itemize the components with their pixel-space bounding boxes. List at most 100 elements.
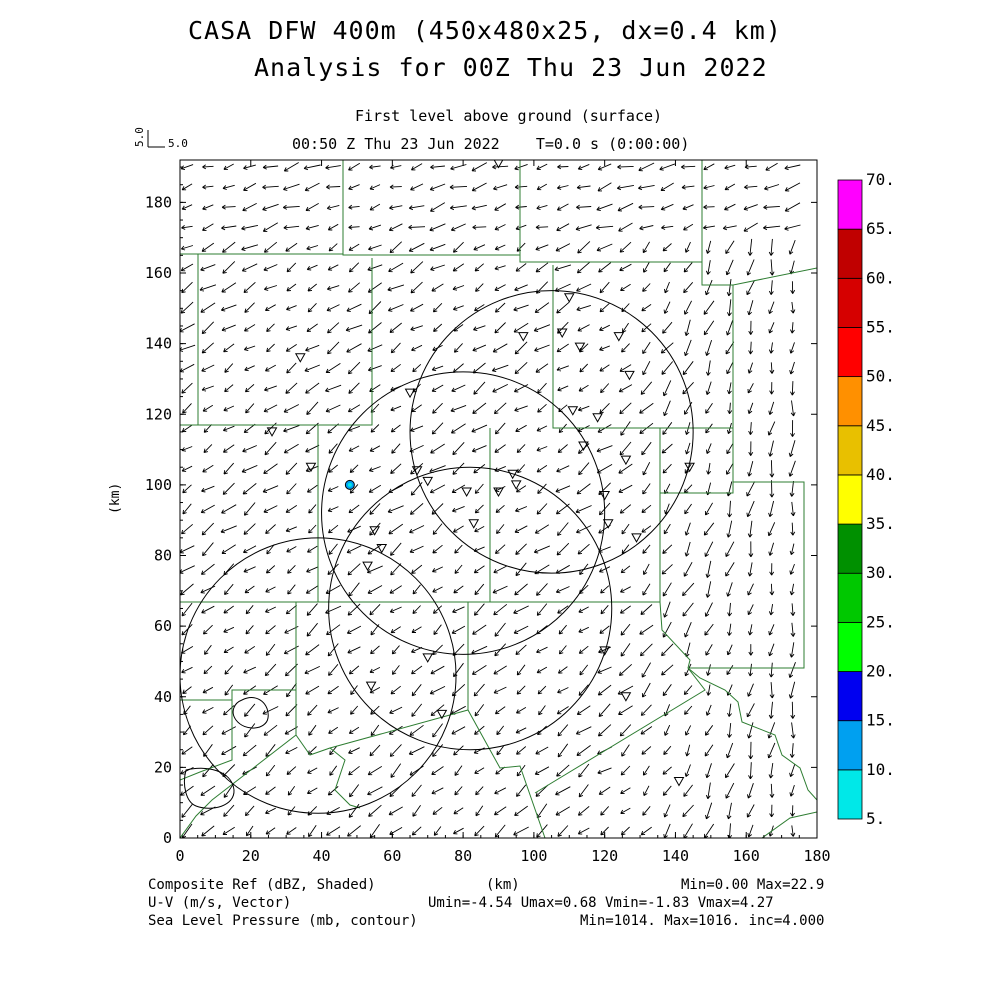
station-marker xyxy=(599,646,611,656)
station-marker xyxy=(493,487,504,497)
colorbar-label: 25. xyxy=(866,612,895,631)
colorbar-segment xyxy=(837,425,863,476)
station-marker xyxy=(294,353,306,363)
station-marker xyxy=(411,466,423,476)
radar-ring xyxy=(321,371,606,655)
y-tick-label: 100 xyxy=(145,476,172,494)
x-tick-label: 20 xyxy=(242,847,260,865)
colorbar-label: 15. xyxy=(866,711,895,730)
station-marker xyxy=(266,427,278,437)
station-marker xyxy=(684,462,695,473)
station-marker xyxy=(422,653,434,663)
y-axis-label: (km) xyxy=(108,483,123,514)
x-tick-label: 160 xyxy=(733,847,760,865)
radar-ring xyxy=(409,290,694,574)
colorbar-label: 55. xyxy=(866,317,895,336)
station-marker xyxy=(592,413,603,423)
colorbar-segment xyxy=(837,179,863,230)
y-tick-label: 40 xyxy=(154,688,172,706)
footer-wind-minmax: Umin=-4.54 Umax=0.68 Vmin=-1.83 Vmax=4.2… xyxy=(428,895,774,911)
y-tick-label: 20 xyxy=(154,758,172,776)
subtitle-level: First level above ground (surface) xyxy=(355,107,663,125)
station-marker xyxy=(422,476,434,487)
colorbar-label: 35. xyxy=(866,514,895,533)
station-marker xyxy=(578,441,589,452)
colorbar-segment xyxy=(837,769,863,820)
footer-pressure-minmax: Min=1014. Max=1016. inc=4.000 xyxy=(580,913,825,929)
footer-wind-vector: U-V (m/s, Vector) xyxy=(148,895,292,911)
pressure-contours xyxy=(183,697,269,809)
colorbar-label: 45. xyxy=(866,416,895,435)
station-marker xyxy=(620,692,632,702)
y-tick-label: 180 xyxy=(145,193,172,211)
station-marker xyxy=(305,462,317,473)
colorbar-segment xyxy=(837,474,863,525)
station-marker xyxy=(613,332,625,342)
wind-vector-field xyxy=(180,162,801,838)
station-marker xyxy=(567,406,579,416)
x-tick-label: 180 xyxy=(803,847,830,865)
station-marker xyxy=(369,526,380,536)
y-axis: 0 20 40 60 80 100 120 140 160 180 xyxy=(145,166,817,847)
station-marker xyxy=(556,328,568,339)
colorbar-segment xyxy=(837,376,863,427)
footer-composite-ref: Composite Ref (dBZ, Shaded) xyxy=(148,877,376,893)
x-tick-label: 120 xyxy=(591,847,618,865)
station-marker xyxy=(376,543,388,554)
colorbar-label: 70. xyxy=(866,170,895,189)
station-marker xyxy=(362,561,373,572)
x-tick-label: 0 xyxy=(175,847,184,865)
x-tick-label: 80 xyxy=(454,847,472,865)
footer-ref-minmax: Min=0.00 Max=22.9 xyxy=(681,877,825,893)
y-tick-label: 60 xyxy=(154,617,172,635)
colorbar-segment xyxy=(837,720,863,771)
colorbar-label: 30. xyxy=(866,563,895,582)
station-marker xyxy=(436,709,448,720)
subtitle-time: 00:50 Z Thu 23 Jun 2022 T=0.0 s (0:00:00… xyxy=(292,135,690,153)
reflectivity-colorbar: 5. 10. 15. 20. 25. 30. 35. 40. 45. 50. 55. 60. 65. 70… xyxy=(837,170,895,828)
colorbar-segment xyxy=(837,523,863,574)
colorbar-label: 65. xyxy=(866,219,895,238)
station-marker xyxy=(602,519,614,529)
station-markers xyxy=(266,160,695,787)
x-tick-label: 60 xyxy=(383,847,401,865)
station-marker xyxy=(468,519,480,529)
radar-range-rings xyxy=(180,290,694,814)
reference-vector: 5.0 5.0 xyxy=(133,127,188,150)
colorbar-segment xyxy=(837,572,863,623)
y-tick-label: 80 xyxy=(154,547,172,565)
station-marker xyxy=(574,342,586,353)
plot-frame xyxy=(179,159,818,839)
colorbar-segment xyxy=(837,327,863,378)
station-marker xyxy=(631,533,642,543)
main-title-line1: CASA DFW 400m (450x480x25, dx=0.4 km) xyxy=(188,16,782,45)
station-marker xyxy=(510,480,522,490)
y-tick-label: 160 xyxy=(145,264,172,282)
x-tick-label: 140 xyxy=(662,847,689,865)
radar-ring xyxy=(180,537,457,814)
colorbar-label: 40. xyxy=(866,465,895,484)
reference-vector-horizontal-label: 5.0 xyxy=(168,137,188,150)
station-marker xyxy=(673,777,685,787)
station-marker xyxy=(620,455,632,466)
x-axis-label: (km) xyxy=(486,877,520,893)
colorbar-label: 10. xyxy=(866,760,895,779)
station-marker xyxy=(493,160,504,169)
colorbar-label: 60. xyxy=(866,268,895,287)
reference-vector-vertical-label: 5.0 xyxy=(133,127,146,147)
x-axis: 0 20 40 60 80 100 120 140 160 180 xyxy=(175,160,831,865)
station-marker xyxy=(461,487,473,497)
colorbar-segment xyxy=(837,671,863,722)
x-tick-label: 100 xyxy=(520,847,547,865)
wind-vectors xyxy=(180,162,801,838)
reflectivity-echo xyxy=(344,479,355,490)
station-marker xyxy=(507,469,519,480)
x-tick-label: 40 xyxy=(313,847,331,865)
station-marker xyxy=(365,681,377,692)
station-marker xyxy=(624,370,635,381)
county-boundaries xyxy=(180,160,817,838)
colorbar-label: 5. xyxy=(866,809,885,828)
colorbar-segment xyxy=(837,621,863,672)
y-tick-label: 0 xyxy=(163,829,172,847)
